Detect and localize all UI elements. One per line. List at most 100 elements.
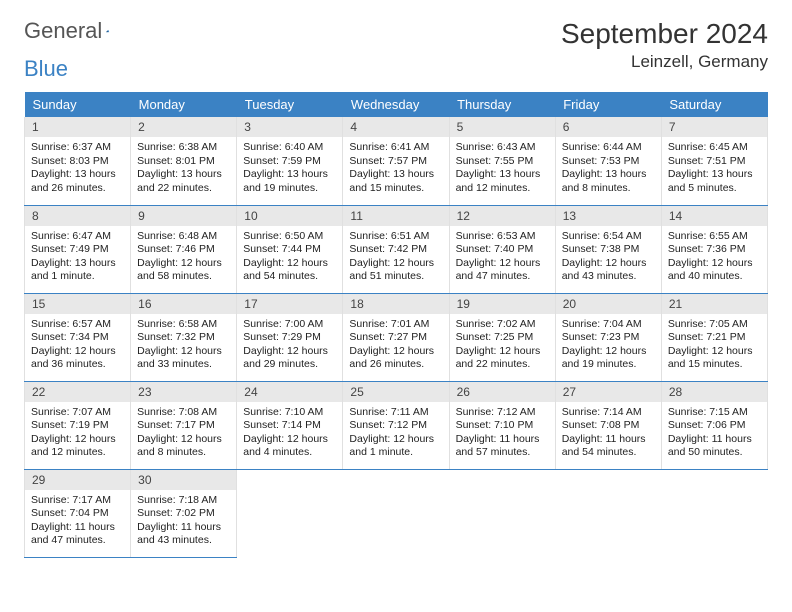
- calendar-day-cell: 4Sunrise: 6:41 AMSunset: 7:57 PMDaylight…: [343, 117, 449, 205]
- day-number: 1: [25, 117, 130, 137]
- day-number: 11: [343, 206, 448, 226]
- calendar-day-cell: 16Sunrise: 6:58 AMSunset: 7:32 PMDayligh…: [131, 293, 237, 381]
- day-content: Sunrise: 7:02 AMSunset: 7:25 PMDaylight:…: [450, 314, 555, 377]
- calendar-day-cell: 3 Sunrise: 6:40 AMSunset: 7:59 PMDaylight…: [237, 117, 343, 205]
- day-content: Sunrise: 6:57 AMSunset: 7:34 PMDaylight:…: [25, 314, 130, 377]
- sunrise-text: Sunrise: 7:11 AM: [349, 406, 442, 420]
- sunset-text: Sunset: 8:01 PM: [137, 155, 230, 169]
- sunrise-text: Sunrise: 6:58 AM: [137, 318, 230, 332]
- day-content: Sunrise: 6:38 AMSunset: 8:01 PMDaylight:…: [131, 137, 236, 200]
- day-content: Sunrise: 7:17 AMSunset: 7:04 PMDaylight:…: [25, 490, 130, 553]
- day-content: Sunrise: 6:50 AMSunset: 7:44 PMDaylight:…: [237, 226, 342, 289]
- day-number: 3: [237, 117, 342, 137]
- calendar-day-cell: 28Sunrise: 7:15 AMSunset: 7:06 PMDayligh…: [661, 381, 767, 469]
- day-number: 8: [25, 206, 130, 226]
- daylight-text: Daylight: 13 hours and 1 minute.: [31, 257, 124, 284]
- daylight-text: Daylight: 12 hours and 19 minutes.: [562, 345, 655, 372]
- weekday-saturday: Saturday: [661, 92, 767, 117]
- calendar-day-cell: 26Sunrise: 7:12 AMSunset: 7:10 PMDayligh…: [449, 381, 555, 469]
- daylight-text: Daylight: 12 hours and 47 minutes.: [456, 257, 549, 284]
- sunrise-text: Sunrise: 7:04 AM: [562, 318, 655, 332]
- calendar-day-cell: [449, 469, 555, 557]
- sunrise-text: Sunrise: 7:02 AM: [456, 318, 549, 332]
- sunset-text: Sunset: 7:46 PM: [137, 243, 230, 257]
- weekday-tuesday: Tuesday: [237, 92, 343, 117]
- sunset-text: Sunset: 7:32 PM: [137, 331, 230, 345]
- day-content: Sunrise: 6:45 AMSunset: 7:51 PMDaylight:…: [662, 137, 767, 200]
- day-content: Sunrise: 7:10 AMSunset: 7:14 PMDaylight:…: [237, 402, 342, 465]
- calendar-day-cell: 11Sunrise: 6:51 AMSunset: 7:42 PMDayligh…: [343, 205, 449, 293]
- logo: General: [24, 18, 128, 44]
- day-number: 10: [237, 206, 342, 226]
- sunrise-text: Sunrise: 7:10 AM: [243, 406, 336, 420]
- daylight-text: Daylight: 13 hours and 19 minutes.: [243, 168, 336, 195]
- daylight-text: Daylight: 13 hours and 8 minutes.: [562, 168, 655, 195]
- sunset-text: Sunset: 7:12 PM: [349, 419, 442, 433]
- day-number: 28: [662, 382, 767, 402]
- sunset-text: Sunset: 7:17 PM: [137, 419, 230, 433]
- calendar-day-cell: 20Sunrise: 7:04 AMSunset: 7:23 PMDayligh…: [555, 293, 661, 381]
- sunrise-text: Sunrise: 7:07 AM: [31, 406, 124, 420]
- calendar-day-cell: 17Sunrise: 7:00 AMSunset: 7:29 PMDayligh…: [237, 293, 343, 381]
- sunset-text: Sunset: 7:23 PM: [562, 331, 655, 345]
- daylight-text: Daylight: 13 hours and 22 minutes.: [137, 168, 230, 195]
- daylight-text: Daylight: 12 hours and 26 minutes.: [349, 345, 442, 372]
- daylight-text: Daylight: 12 hours and 54 minutes.: [243, 257, 336, 284]
- sunset-text: Sunset: 7:40 PM: [456, 243, 549, 257]
- calendar-week-row: 15Sunrise: 6:57 AMSunset: 7:34 PMDayligh…: [25, 293, 768, 381]
- sunrise-text: Sunrise: 6:37 AM: [31, 141, 124, 155]
- day-number: 30: [131, 470, 236, 490]
- month-title: September 2024: [561, 18, 768, 50]
- calendar-week-row: 1Sunrise: 6:37 AMSunset: 8:03 PMDaylight…: [25, 117, 768, 205]
- sunrise-text: Sunrise: 6:44 AM: [562, 141, 655, 155]
- calendar-day-cell: 25Sunrise: 7:11 AMSunset: 7:12 PMDayligh…: [343, 381, 449, 469]
- sunset-text: Sunset: 7:04 PM: [31, 507, 124, 521]
- calendar-day-cell: 24Sunrise: 7:10 AMSunset: 7:14 PMDayligh…: [237, 381, 343, 469]
- daylight-text: Daylight: 11 hours and 54 minutes.: [562, 433, 655, 460]
- calendar-day-cell: [237, 469, 343, 557]
- day-content: Sunrise: 7:12 AMSunset: 7:10 PMDaylight:…: [450, 402, 555, 465]
- day-number: 17: [237, 294, 342, 314]
- sunset-text: Sunset: 7:53 PM: [562, 155, 655, 169]
- sunrise-text: Sunrise: 6:50 AM: [243, 230, 336, 244]
- day-number: 18: [343, 294, 448, 314]
- weekday-sunday: Sunday: [25, 92, 131, 117]
- sunrise-text: Sunrise: 6:51 AM: [349, 230, 442, 244]
- daylight-text: Daylight: 13 hours and 26 minutes.: [31, 168, 124, 195]
- calendar-day-cell: 30Sunrise: 7:18 AMSunset: 7:02 PMDayligh…: [131, 469, 237, 557]
- day-content: Sunrise: 7:01 AMSunset: 7:27 PMDaylight:…: [343, 314, 448, 377]
- day-number: 9: [131, 206, 236, 226]
- day-content: Sunrise: 6:44 AMSunset: 7:53 PMDaylight:…: [556, 137, 661, 200]
- sunrise-text: Sunrise: 6:40 AM: [243, 141, 336, 155]
- daylight-text: Daylight: 11 hours and 57 minutes.: [456, 433, 549, 460]
- weekday-header-row: Sunday Monday Tuesday Wednesday Thursday…: [25, 92, 768, 117]
- calendar-day-cell: 2Sunrise: 6:38 AMSunset: 8:01 PMDaylight…: [131, 117, 237, 205]
- day-content: Sunrise: 7:14 AMSunset: 7:08 PMDaylight:…: [556, 402, 661, 465]
- calendar-day-cell: [555, 469, 661, 557]
- calendar-day-cell: [343, 469, 449, 557]
- day-number: 5: [450, 117, 555, 137]
- daylight-text: Daylight: 12 hours and 12 minutes.: [31, 433, 124, 460]
- day-number: 26: [450, 382, 555, 402]
- sunrise-text: Sunrise: 7:01 AM: [349, 318, 442, 332]
- sunset-text: Sunset: 7:59 PM: [243, 155, 336, 169]
- daylight-text: Daylight: 12 hours and 33 minutes.: [137, 345, 230, 372]
- day-content: Sunrise: 6:43 AMSunset: 7:55 PMDaylight:…: [450, 137, 555, 200]
- calendar-day-cell: 22Sunrise: 7:07 AMSunset: 7:19 PMDayligh…: [25, 381, 131, 469]
- day-content: Sunrise: 6:54 AMSunset: 7:38 PMDaylight:…: [556, 226, 661, 289]
- day-content: Sunrise: 7:18 AMSunset: 7:02 PMDaylight:…: [131, 490, 236, 553]
- logo-text-1: General: [24, 18, 102, 44]
- location: Leinzell, Germany: [561, 52, 768, 72]
- calendar-day-cell: 27Sunrise: 7:14 AMSunset: 7:08 PMDayligh…: [555, 381, 661, 469]
- daylight-text: Daylight: 12 hours and 1 minute.: [349, 433, 442, 460]
- daylight-text: Daylight: 12 hours and 43 minutes.: [562, 257, 655, 284]
- sunrise-text: Sunrise: 6:38 AM: [137, 141, 230, 155]
- sunset-text: Sunset: 7:57 PM: [349, 155, 442, 169]
- logo-triangle-icon: [106, 24, 109, 38]
- calendar-day-cell: 29Sunrise: 7:17 AMSunset: 7:04 PMDayligh…: [25, 469, 131, 557]
- sunrise-text: Sunrise: 7:14 AM: [562, 406, 655, 420]
- day-number: 19: [450, 294, 555, 314]
- sunset-text: Sunset: 7:38 PM: [562, 243, 655, 257]
- daylight-text: Daylight: 11 hours and 50 minutes.: [668, 433, 761, 460]
- sunset-text: Sunset: 7:36 PM: [668, 243, 761, 257]
